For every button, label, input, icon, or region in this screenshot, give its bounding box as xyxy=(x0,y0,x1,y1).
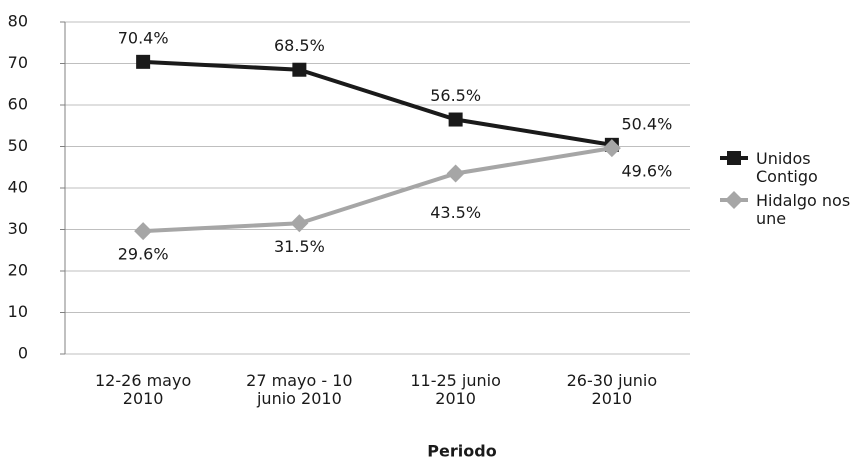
data-label: 56.5% xyxy=(430,86,481,105)
marker xyxy=(602,139,621,158)
data-label: 31.5% xyxy=(274,237,325,256)
y-tick-label: 30 xyxy=(8,219,28,238)
x-axis-title: Periodo xyxy=(427,442,496,459)
x-tick-label: 12-26 mayo 2010 xyxy=(95,371,191,408)
marker xyxy=(448,112,463,127)
y-tick-label: 40 xyxy=(8,178,28,197)
data-label: 43.5% xyxy=(430,203,481,222)
y-tick-label: 0 xyxy=(18,344,28,363)
legend-label: Hidalgo nos une xyxy=(756,191,850,228)
legend-label: Unidos Contigo xyxy=(756,149,818,186)
y-tick-label: 70 xyxy=(8,53,28,72)
series-line xyxy=(143,59,613,147)
y-tick-label: 20 xyxy=(8,261,28,280)
y-tick-label: 50 xyxy=(8,136,28,155)
marker xyxy=(727,151,741,165)
x-tick-label: 11-25 junio 2010 xyxy=(410,371,501,408)
y-tick-label: 80 xyxy=(8,12,28,31)
marker xyxy=(446,164,465,183)
x-tick-label: 27 mayo - 10 junio 2010 xyxy=(246,371,352,408)
marker xyxy=(136,54,151,69)
x-tick-label: 26-30 junio 2010 xyxy=(567,371,658,408)
marker xyxy=(134,222,153,241)
y-tick-label: 10 xyxy=(8,302,28,321)
data-label: 29.6% xyxy=(118,245,169,264)
data-label: 68.5% xyxy=(274,36,325,55)
data-label: 50.4% xyxy=(621,114,672,133)
marker xyxy=(290,214,309,233)
series-line xyxy=(143,146,613,234)
y-tick-label: 60 xyxy=(8,95,28,114)
marker xyxy=(725,191,743,209)
data-label: 49.6% xyxy=(621,162,672,181)
marker xyxy=(292,62,307,77)
data-label: 70.4% xyxy=(118,28,169,47)
